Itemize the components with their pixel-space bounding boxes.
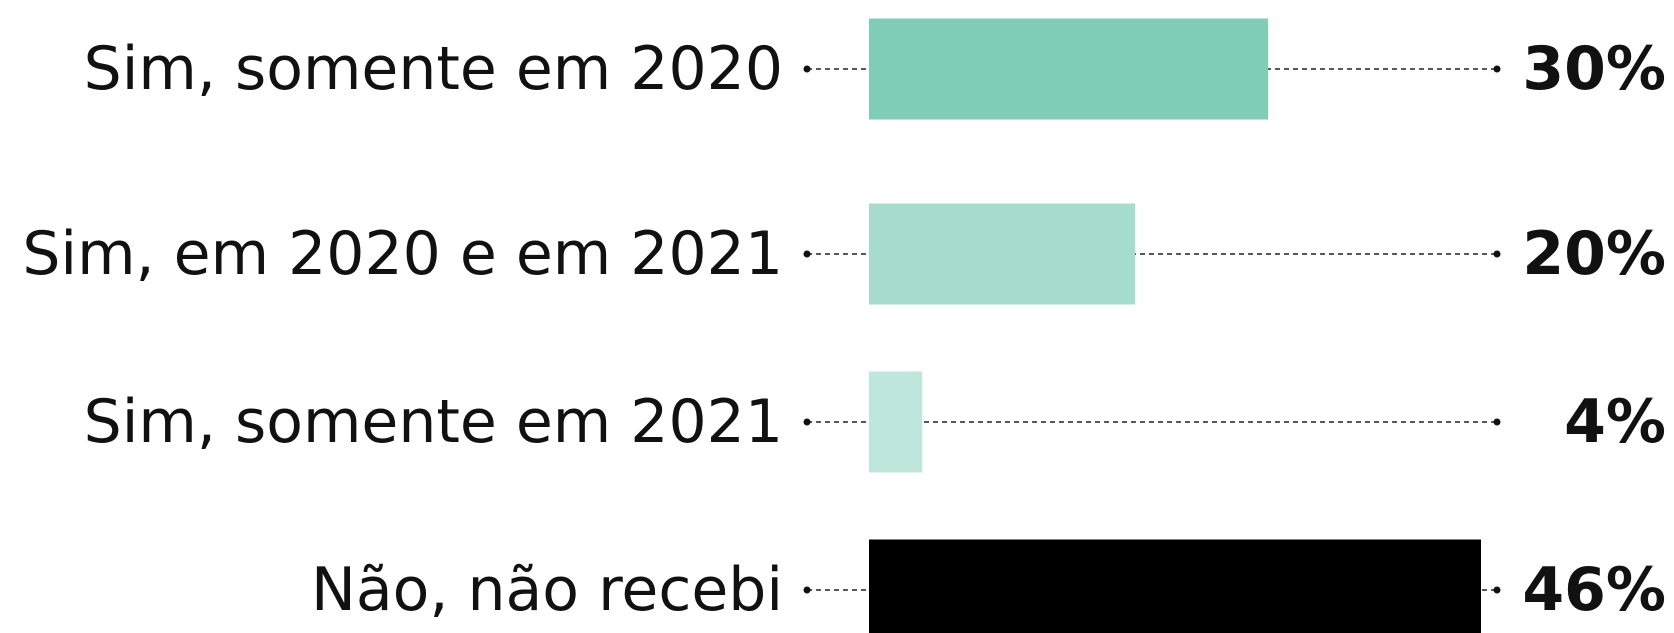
bar [869, 203, 1136, 305]
leader-dot [803, 418, 811, 426]
leader-dot [1493, 250, 1501, 258]
leader-dot [1493, 586, 1501, 594]
category-label: Sim, somente em 2020 [84, 34, 783, 104]
leader-dot [803, 586, 811, 594]
leader-dot [803, 250, 811, 258]
leader-dot [1493, 418, 1501, 426]
value-label: 46% [1522, 555, 1666, 625]
value-label: 30% [1522, 34, 1666, 104]
category-label: Sim, somente em 2021 [84, 387, 783, 457]
bar [869, 371, 923, 473]
category-label: Sim, em 2020 e em 2021 [22, 219, 783, 289]
bar [869, 18, 1269, 120]
leader-dot [1493, 65, 1501, 73]
value-label: 20% [1522, 219, 1666, 289]
leader-dot [803, 65, 811, 73]
bar [869, 539, 1481, 633]
value-label: 4% [1564, 387, 1666, 457]
category-label: Não, não recebi [311, 555, 783, 625]
